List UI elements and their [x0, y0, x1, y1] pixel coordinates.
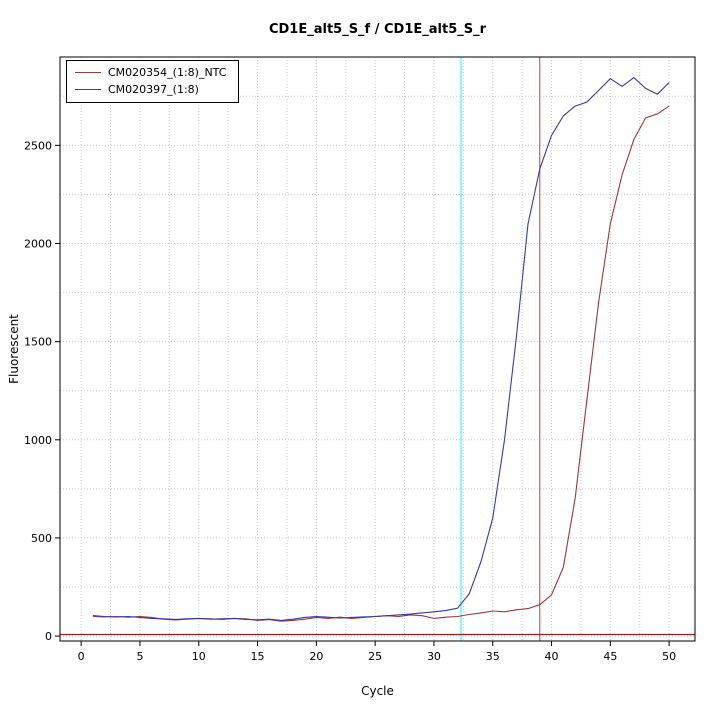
series-line-CM020354_(1:8)_NTC: [92, 105, 670, 622]
legend-label: CM020354_(1:8)_NTC: [108, 66, 227, 79]
x-tick-label: 5: [136, 650, 143, 663]
legend-line-sample-blue: [75, 89, 101, 90]
y-tick-label: 1500: [24, 336, 52, 349]
y-tick-label: 1000: [24, 434, 52, 447]
x-tick-label: 10: [192, 650, 206, 663]
legend-label: CM020397_(1:8): [108, 83, 199, 96]
x-tick-label: 15: [251, 650, 265, 663]
x-tick-label: 0: [78, 650, 85, 663]
x-tick-label: 35: [486, 650, 500, 663]
plot-border: [59, 56, 696, 642]
x-tick-label: 30: [427, 650, 441, 663]
x-tick-label: 40: [545, 650, 559, 663]
y-axis-label: Fluorescent: [7, 314, 21, 384]
y-tick-label: 0: [45, 630, 52, 643]
x-axis-label: Cycle: [361, 684, 394, 698]
legend-item-sample: CM020397_(1:8): [75, 81, 226, 98]
x-tick-label: 20: [309, 650, 323, 663]
chart-title: CD1E_alt5_S_f / CD1E_alt5_S_r: [268, 22, 487, 37]
x-tick-label: 50: [662, 650, 676, 663]
y-tick-label: 2500: [24, 139, 52, 152]
legend-item-ntc: CM020354_(1:8)_NTC: [75, 64, 226, 81]
x-tick-label: 45: [603, 650, 617, 663]
legend-line-sample-red: [75, 72, 101, 73]
y-tick-label: 500: [31, 532, 52, 545]
x-tick-label: 25: [368, 650, 382, 663]
y-tick-label: 2000: [24, 237, 52, 250]
series-line-CM020397_(1:8): [92, 77, 670, 621]
legend-box: CM020354_(1:8)_NTC CM020397_(1:8): [66, 60, 240, 103]
